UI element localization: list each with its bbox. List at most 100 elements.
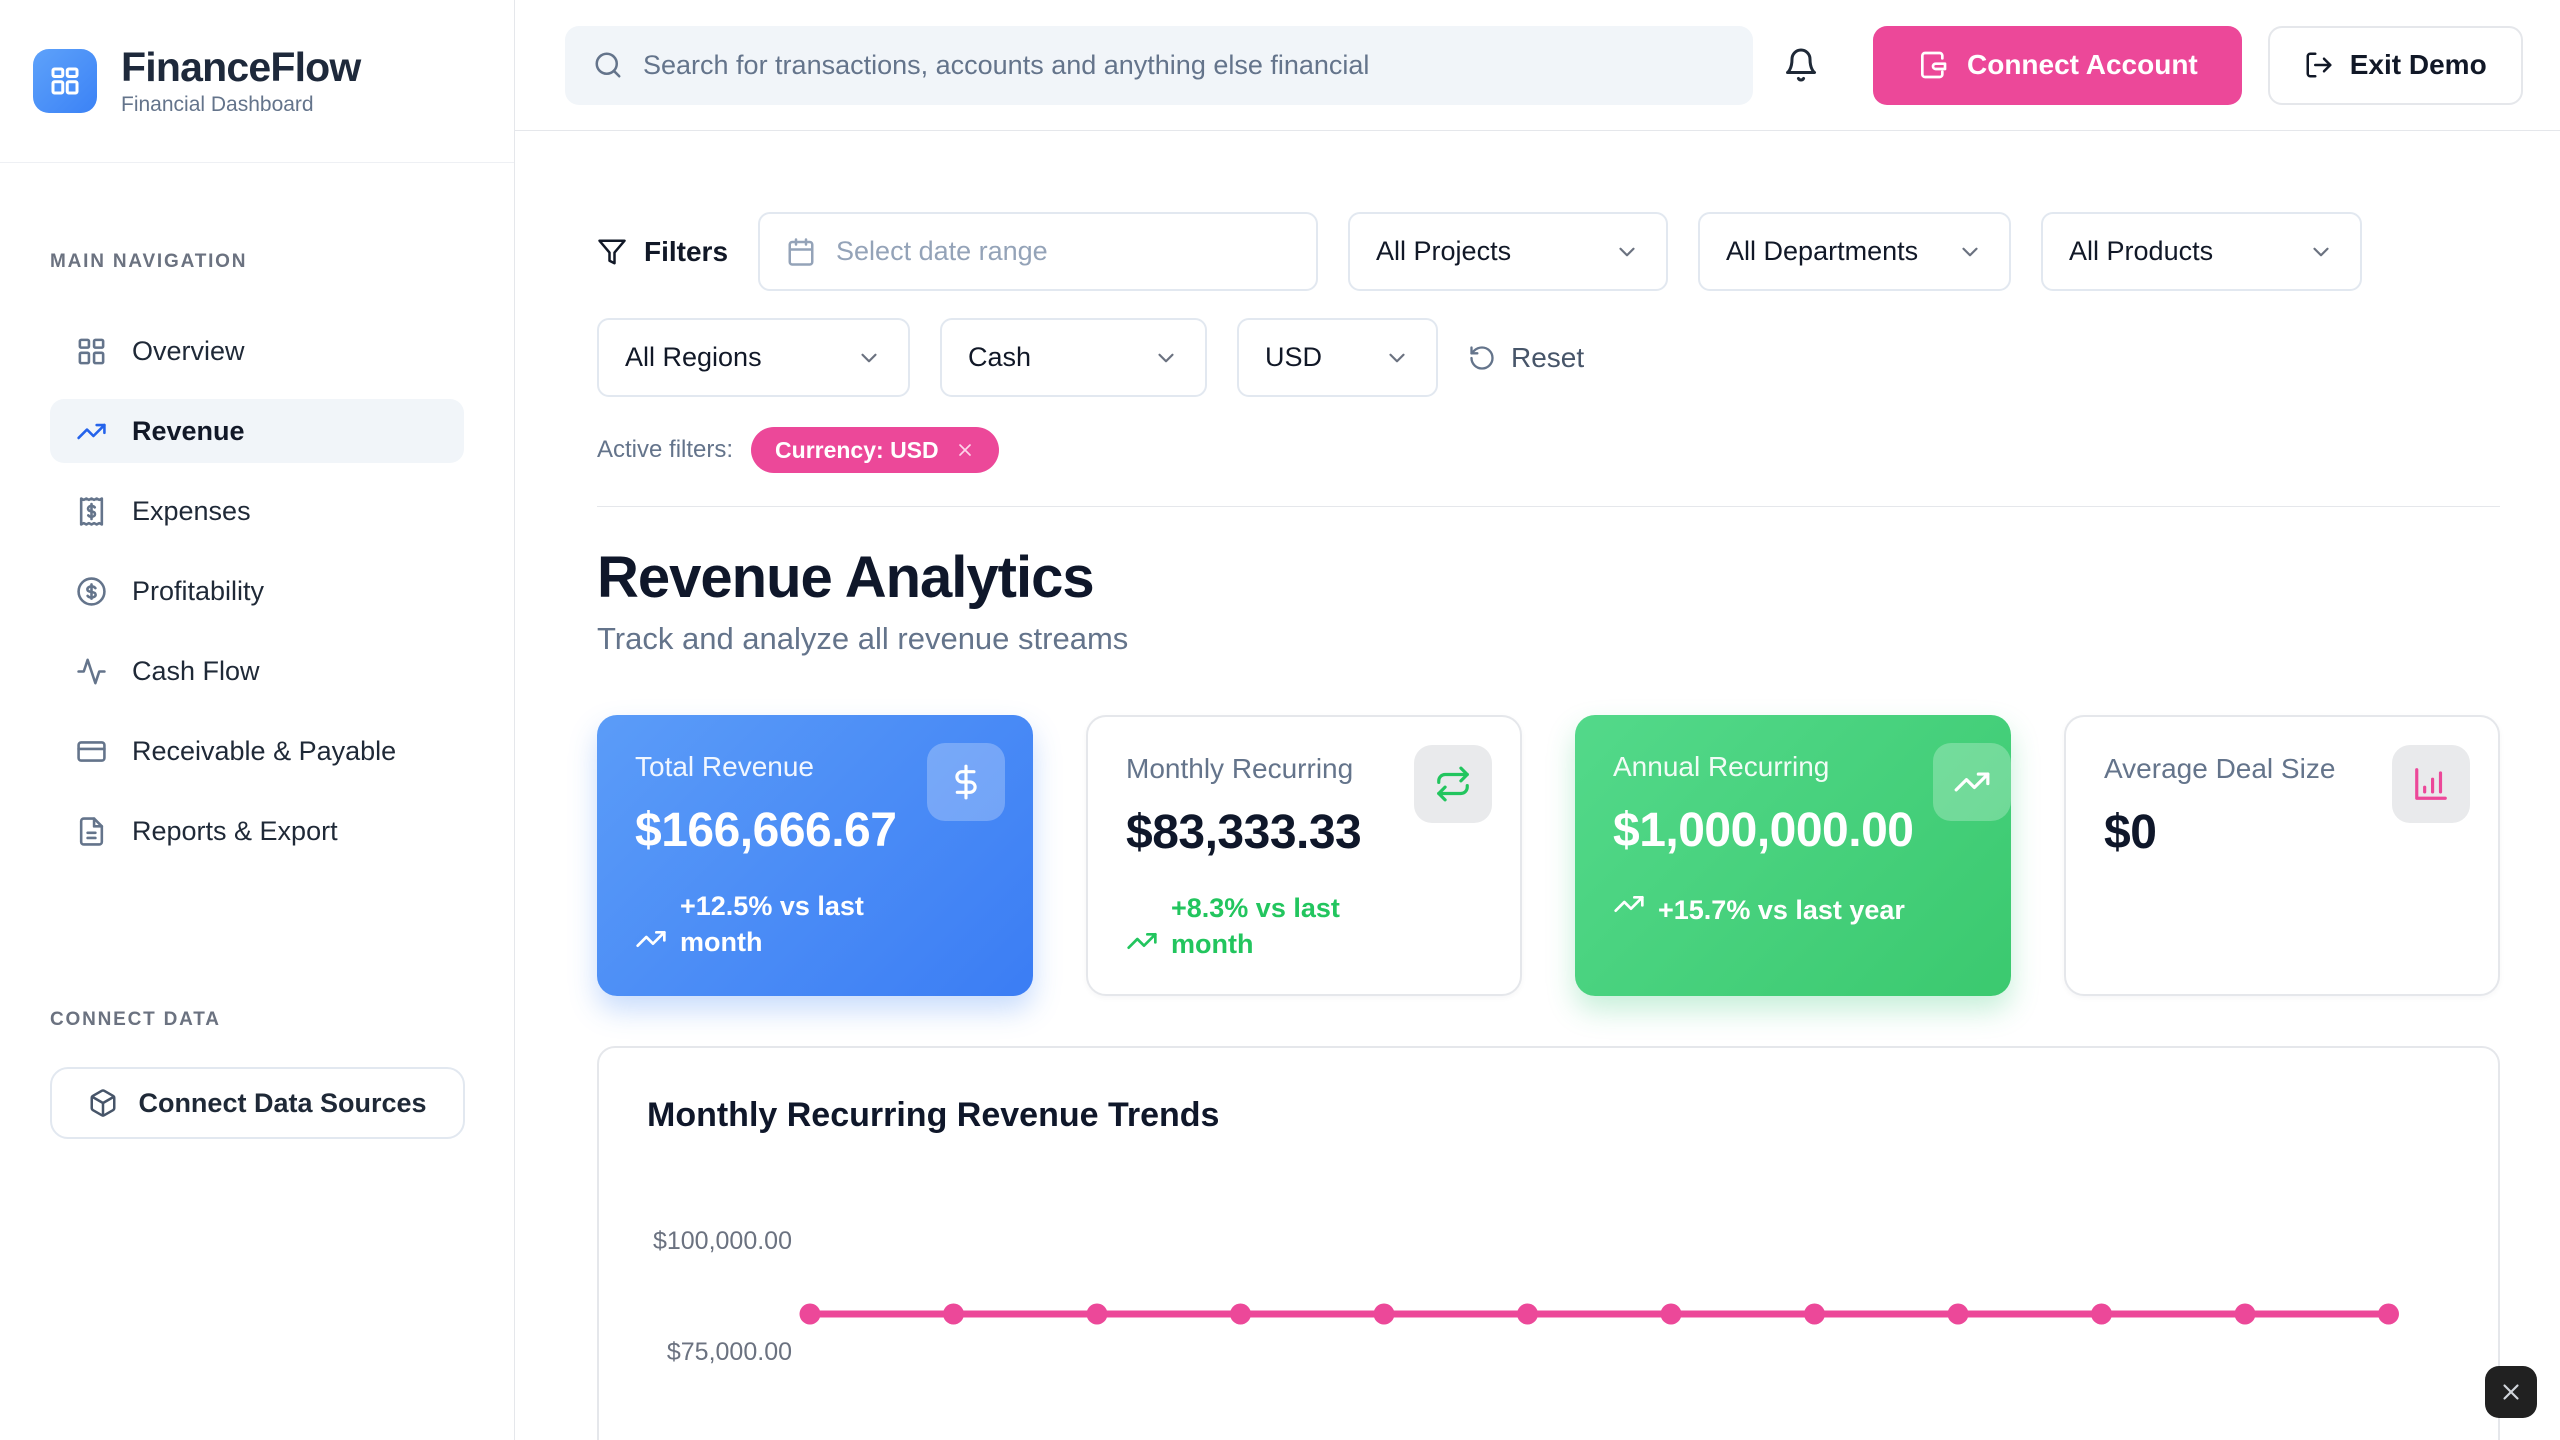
currency-select-value: USD	[1265, 342, 1323, 372]
active-filter-chip-currency[interactable]: Currency: USD	[751, 427, 999, 473]
data-point[interactable]	[943, 1303, 964, 1325]
sidebar-item-expenses[interactable]: Expenses	[50, 479, 464, 543]
rotate-ccw-icon	[1470, 345, 1494, 370]
data-point[interactable]	[1230, 1303, 1251, 1325]
payment-method-select-value: Cash	[968, 342, 1032, 372]
search-input[interactable]	[643, 49, 1725, 81]
app-header: FinanceFlow Financial Dashboard	[0, 0, 514, 163]
data-point[interactable]	[2234, 1303, 2256, 1325]
main-navigation: MAIN NAVIGATION Overview Revenue	[0, 251, 514, 1139]
kpi-value: $83,333.33	[1126, 806, 1362, 859]
chevron-down-icon	[2313, 247, 2329, 256]
date-range-input[interactable]: Select date range	[758, 212, 1319, 291]
sidebar-item-reports-export[interactable]: Reports & Export	[50, 799, 464, 863]
kpi-trend: +8.3% vs last month	[1126, 890, 1482, 963]
exit-demo-button[interactable]: Exit Demo	[2267, 25, 2523, 105]
dashboard-icon	[78, 338, 105, 364]
kpi-card-annual-recurring: Annual Recurring $1,000,000.00 +15.7% vs…	[1575, 715, 2011, 996]
sidebar-item-overview[interactable]: Overview	[50, 319, 464, 383]
connect-data-sources-label: Connect Data Sources	[138, 1087, 427, 1118]
data-point[interactable]	[2378, 1303, 2399, 1325]
mrr-line-chart: $100,000.00$75,000.00$50,000.00	[653, 1227, 2399, 1366]
kpi-card-average-deal-size: Average Deal Size $0	[2064, 715, 2500, 996]
data-point[interactable]	[1373, 1303, 1395, 1325]
trending-up-icon	[77, 423, 106, 439]
sidebar-item-receivable-payable[interactable]: Receivable & Payable	[50, 719, 464, 783]
active-filters-label: Active filters:	[597, 436, 734, 463]
kpi-icon-chip	[2392, 745, 2470, 823]
circle-dollar-icon	[77, 576, 106, 606]
products-select[interactable]: All Products	[2041, 212, 2363, 291]
bar-chart-icon	[2415, 768, 2447, 800]
remove-filter-icon[interactable]	[955, 440, 975, 460]
reset-label: Reset	[1511, 341, 1585, 373]
kpi-trend-text: +12.5% vs last month	[680, 891, 864, 958]
departments-select[interactable]: All Departments	[1698, 212, 2012, 291]
sidebar-item-label: Overview	[132, 335, 245, 366]
date-range-placeholder: Select date range	[836, 236, 1048, 266]
sidebar-item-profitability[interactable]: Profitability	[50, 559, 464, 623]
chevron-down-icon	[1158, 353, 1174, 362]
y-tick-label: $100,000.00	[653, 1227, 792, 1255]
trending-up-icon	[1127, 932, 1157, 949]
active-filter-chip-label: Currency: USD	[775, 436, 939, 463]
data-point[interactable]	[1517, 1303, 1538, 1325]
close-overlay-button[interactable]	[2485, 1366, 2537, 1418]
app-name: FinanceFlow	[121, 43, 361, 90]
calendar-icon	[788, 237, 814, 266]
sidebar-item-label: Reports & Export	[132, 815, 338, 846]
kpi-label: Total Revenue	[635, 751, 815, 782]
filters-label: Filters	[644, 235, 729, 267]
data-point[interactable]	[1804, 1303, 1825, 1325]
wallet-icon	[1921, 51, 1947, 79]
departments-select-value: All Departments	[1726, 236, 1919, 266]
sidebar-item-label: Receivable & Payable	[132, 735, 397, 766]
connect-data-sources-button[interactable]: Connect Data Sources	[50, 1067, 465, 1139]
data-point[interactable]	[1660, 1303, 1682, 1325]
sidebar-item-label: Profitability	[132, 575, 265, 606]
kpi-label: Annual Recurring	[1613, 751, 1830, 782]
kpi-icon-chip	[1414, 745, 1492, 823]
data-point[interactable]	[1947, 1303, 1969, 1325]
bell-icon	[1786, 48, 1816, 82]
search-icon	[595, 52, 621, 78]
chevron-down-icon	[1962, 247, 1978, 256]
products-select-value: All Products	[2069, 236, 2214, 266]
kpi-icon-chip	[1933, 743, 2011, 821]
connect-data-label: CONNECT DATA	[50, 1009, 221, 1030]
app-logo	[33, 49, 97, 113]
trending-up-icon	[1614, 896, 1644, 912]
page-title: Revenue Analytics	[597, 545, 1095, 610]
kpi-value: $166,666.67	[635, 804, 897, 857]
file-text-icon	[79, 816, 104, 846]
payment-method-select[interactable]: Cash	[940, 318, 1207, 397]
y-tick-label: $75,000.00	[667, 1338, 792, 1366]
connect-account-button[interactable]: Connect Account	[1873, 25, 2242, 105]
receipt-icon	[79, 496, 104, 526]
sidebar-item-cash-flow[interactable]: Cash Flow	[50, 639, 464, 703]
kpi-trend-text: +15.7% vs last year	[1658, 895, 1905, 925]
data-point[interactable]	[1086, 1303, 1108, 1325]
projects-select[interactable]: All Projects	[1348, 212, 1669, 291]
regions-select[interactable]: All Regions	[597, 318, 910, 397]
section-divider	[597, 506, 2500, 507]
currency-select[interactable]: USD	[1237, 318, 1438, 397]
data-point[interactable]	[799, 1303, 821, 1325]
chevron-down-icon	[1389, 353, 1405, 362]
kpi-icon-chip	[927, 743, 1005, 821]
trending-up-icon	[1954, 772, 1990, 792]
cube-icon	[90, 1089, 116, 1117]
sidebar-item-label: Cash Flow	[132, 655, 260, 686]
kpi-trend: +15.7% vs last year	[1613, 888, 1973, 926]
notifications-button[interactable]	[1783, 47, 1819, 83]
reset-filters-button[interactable]: Reset	[1468, 342, 1584, 374]
kpi-card-total-revenue: Total Revenue $166,666.67 +12.5% vs last…	[597, 715, 1033, 996]
data-point[interactable]	[2091, 1303, 2112, 1325]
app-tagline: Financial Dashboard	[121, 93, 314, 117]
chevron-down-icon	[1619, 247, 1635, 256]
kpi-trend-text: +8.3% vs last month	[1171, 893, 1340, 960]
mrr-trends-chart-card: Monthly Recurring Revenue Trends $100,00…	[597, 1046, 2500, 1440]
sidebar-item-revenue[interactable]: Revenue	[50, 399, 464, 463]
kpi-trend: +12.5% vs last month	[635, 888, 995, 961]
filters-title: Filters	[597, 236, 728, 268]
